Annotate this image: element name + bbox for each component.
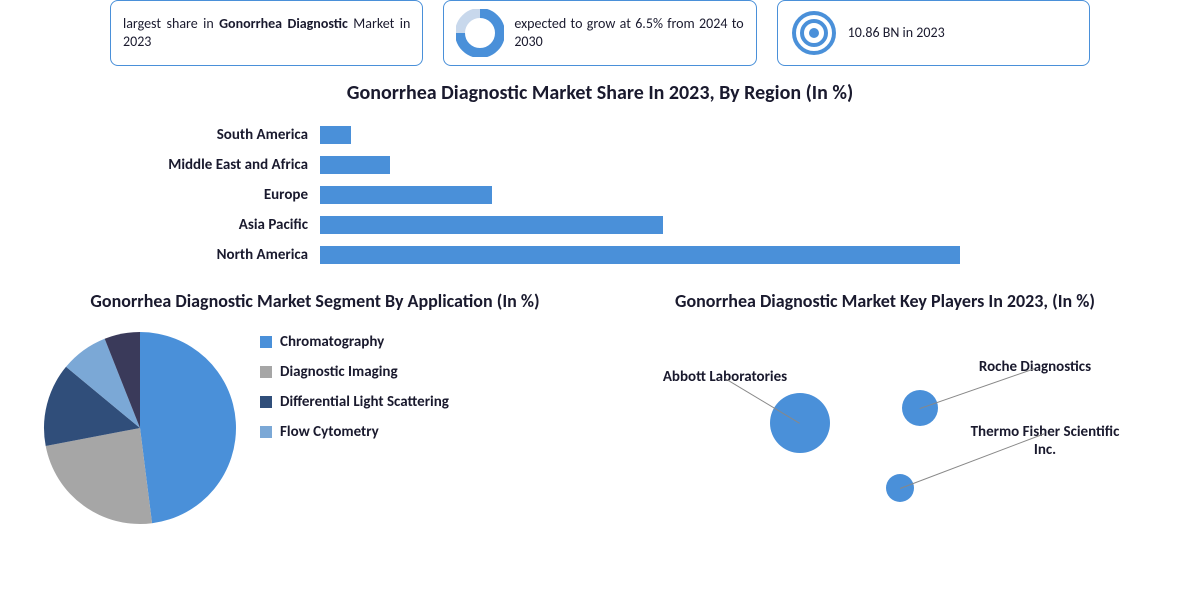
hbar-fill (320, 126, 351, 144)
hbar-track (320, 126, 1100, 144)
info-card-region: largest share in Gonorrhea Diagnostic Ma… (110, 0, 423, 66)
bubble-column: Gonorrhea Diagnostic Market Key Players … (610, 290, 1160, 528)
hbar-fill (320, 246, 960, 264)
hbar-label: Middle East and Africa (100, 156, 320, 174)
pie-slice (140, 332, 236, 523)
hbar-row: Asia Pacific (100, 210, 1100, 240)
hbar-track (320, 156, 1100, 174)
hbar-fill (320, 216, 663, 234)
bubble-title: Gonorrhea Diagnostic Market Key Players … (610, 290, 1160, 313)
legend-label: Chromatography (280, 333, 384, 351)
hbar-row: Middle East and Africa (100, 150, 1100, 180)
hbar-fill (320, 186, 492, 204)
bubble-chart: Abbott LaboratoriesRoche DiagnosticsTher… (610, 328, 1160, 508)
hbar-title: Gonorrhea Diagnostic Market Share In 202… (0, 81, 1200, 105)
hbar-track (320, 246, 1100, 264)
legend-item: Chromatography (260, 333, 449, 351)
hbar-label: Europe (100, 186, 320, 204)
info-card-value: 10.86 BN in 2023 (777, 0, 1090, 66)
hbar-track (320, 216, 1100, 234)
pie-wrap: Chromatography Diagnostic Imaging Differen… (40, 328, 590, 528)
legend-item: Flow Cytometry (260, 423, 449, 441)
info-card-growth: expected to grow at 6.5% from 2024 to 20… (443, 0, 756, 66)
legend-label: Flow Cytometry (280, 423, 379, 441)
pie-column: Gonorrhea Diagnostic Market Segment By A… (40, 290, 590, 528)
card1-line: largest share in (123, 15, 214, 32)
growth-icon (456, 9, 504, 57)
top-info-row: largest share in Gonorrhea Diagnostic Ma… (0, 0, 1200, 66)
target-icon (790, 9, 838, 57)
card3-text: 10.86 BN in 2023 (848, 24, 945, 42)
hbar-label: South America (100, 126, 320, 144)
legend-label: Differential Light Scattering (280, 393, 449, 411)
pie-title: Gonorrhea Diagnostic Market Segment By A… (40, 290, 590, 313)
card1-bold: Gonorrhea Diagnostic (219, 15, 348, 32)
hbar-track (320, 186, 1100, 204)
card1-text: largest share in Gonorrhea Diagnostic Ma… (123, 15, 410, 51)
pie-legend: Chromatography Diagnostic Imaging Differen… (260, 328, 449, 441)
hbar-row: Europe (100, 180, 1100, 210)
legend-swatch (260, 396, 272, 408)
hbar-row: South America (100, 120, 1100, 150)
hbar-label: Asia Pacific (100, 216, 320, 234)
bubble-label: Thermo Fisher Scientific Inc. (970, 423, 1120, 459)
bottom-row: Gonorrhea Diagnostic Market Segment By A… (0, 290, 1200, 528)
hbar-row: North America (100, 240, 1100, 270)
hbar-chart: South America Middle East and Africa Europ… (100, 120, 1100, 270)
hbar-label: North America (100, 246, 320, 264)
legend-label: Diagnostic Imaging (280, 363, 398, 381)
legend-swatch (260, 336, 272, 348)
hbar-fill (320, 156, 390, 174)
bubble-label: Roche Diagnostics (960, 358, 1110, 376)
pie-svg (40, 328, 240, 528)
legend-item: Differential Light Scattering (260, 393, 449, 411)
card2-text: expected to grow at 6.5% from 2024 to 20… (514, 15, 743, 51)
legend-swatch (260, 426, 272, 438)
legend-item: Diagnostic Imaging (260, 363, 449, 381)
legend-swatch (260, 366, 272, 378)
